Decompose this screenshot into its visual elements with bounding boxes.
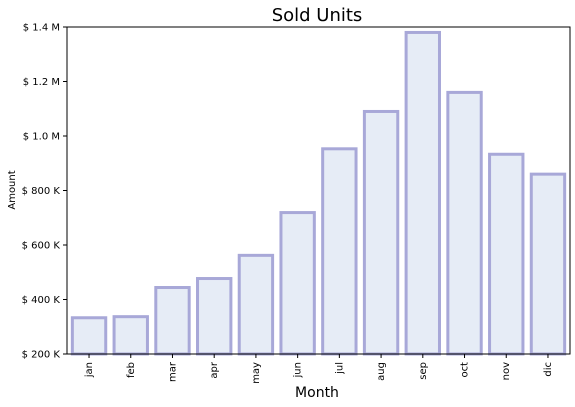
y-tick-label: $ 400 K <box>22 295 61 306</box>
bar-jun <box>279 211 316 356</box>
bar-aug <box>362 109 400 356</box>
x-tick-label-nov: nov <box>501 362 512 380</box>
bar-sep <box>404 30 441 356</box>
y-axis-label: Amount <box>7 170 18 209</box>
y-tick-label: $ 200 K <box>22 350 61 361</box>
bar-may <box>237 253 275 356</box>
x-tick-label-feb: feb <box>126 362 137 378</box>
x-tick-label-sep: sep <box>418 362 429 380</box>
y-tick-label: $ 1.2 M <box>23 77 60 88</box>
bar-jul <box>321 147 358 356</box>
bar-mar <box>154 286 191 356</box>
x-tick-label-jan: jan <box>84 362 95 378</box>
bar-nov <box>488 152 525 356</box>
bar-feb <box>112 315 149 356</box>
chart-title: Sold Units <box>272 5 363 26</box>
y-axis: $ 200 K $ 400 K $ 600 K $ 800 K $ 1.0 M $ 1.2… <box>22 23 67 361</box>
x-tick-label-jul: jul <box>334 362 345 375</box>
y-tick-label: $ 600 K <box>22 241 61 252</box>
bar-jan <box>70 316 108 356</box>
x-axis: jan feb mar apr may jun jul aug sep oct nov dic <box>84 354 554 384</box>
x-tick-label-jun: jun <box>293 362 304 378</box>
x-tick-label-aug: aug <box>376 362 387 381</box>
x-axis-label: Month <box>295 385 339 401</box>
y-tick-label: $ 1.4 M <box>23 23 60 34</box>
y-tick-label: $ 1.0 M <box>23 132 60 143</box>
x-tick-label-may: may <box>251 362 262 384</box>
y-tick-label: $ 800 K <box>22 186 61 197</box>
x-tick-label-apr: apr <box>209 361 220 378</box>
x-tick-label-dic: dic <box>543 362 554 377</box>
bars-layer <box>70 30 567 356</box>
bar-oct <box>446 90 483 356</box>
x-tick-label-mar: mar <box>167 361 178 382</box>
x-tick-label-oct: oct <box>460 362 471 378</box>
bar-apr <box>196 277 233 356</box>
bar-dic <box>529 172 567 356</box>
